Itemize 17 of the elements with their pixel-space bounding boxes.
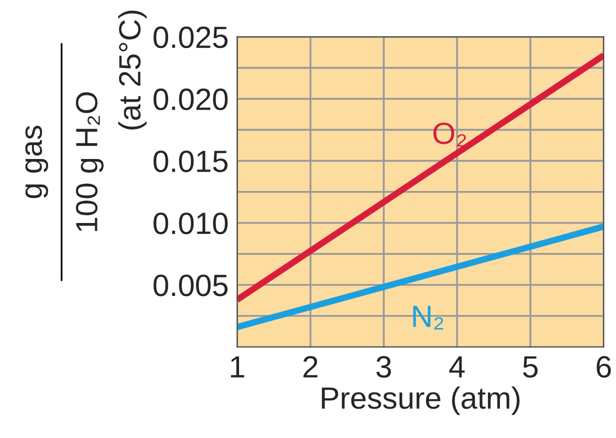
y-axis-title: g gas xyxy=(25,126,48,198)
x-tick-label: 3 xyxy=(376,356,391,378)
y-tick-label: 0.020 xyxy=(154,88,228,110)
x-tick-label: 4 xyxy=(449,356,465,378)
x-tick-label: 1 xyxy=(230,356,244,378)
x-tick-label: 6 xyxy=(596,356,611,378)
series-label: O₂ xyxy=(433,122,466,147)
y-tick-label: 0.010 xyxy=(154,212,228,234)
y-tick-label: 0.015 xyxy=(154,150,228,172)
text: 100 g H₂O xyxy=(76,92,104,232)
x-tick-label: 2 xyxy=(304,356,318,378)
y-tick-label: 0.005 xyxy=(154,274,228,296)
text: (at 25°C) xyxy=(118,10,147,130)
y-tick-label: 0.025 xyxy=(154,26,228,48)
x-axis-title: Pressure (atm) xyxy=(322,386,520,415)
x-tick-label: 5 xyxy=(523,356,538,378)
series-label: N₂ xyxy=(413,306,444,330)
